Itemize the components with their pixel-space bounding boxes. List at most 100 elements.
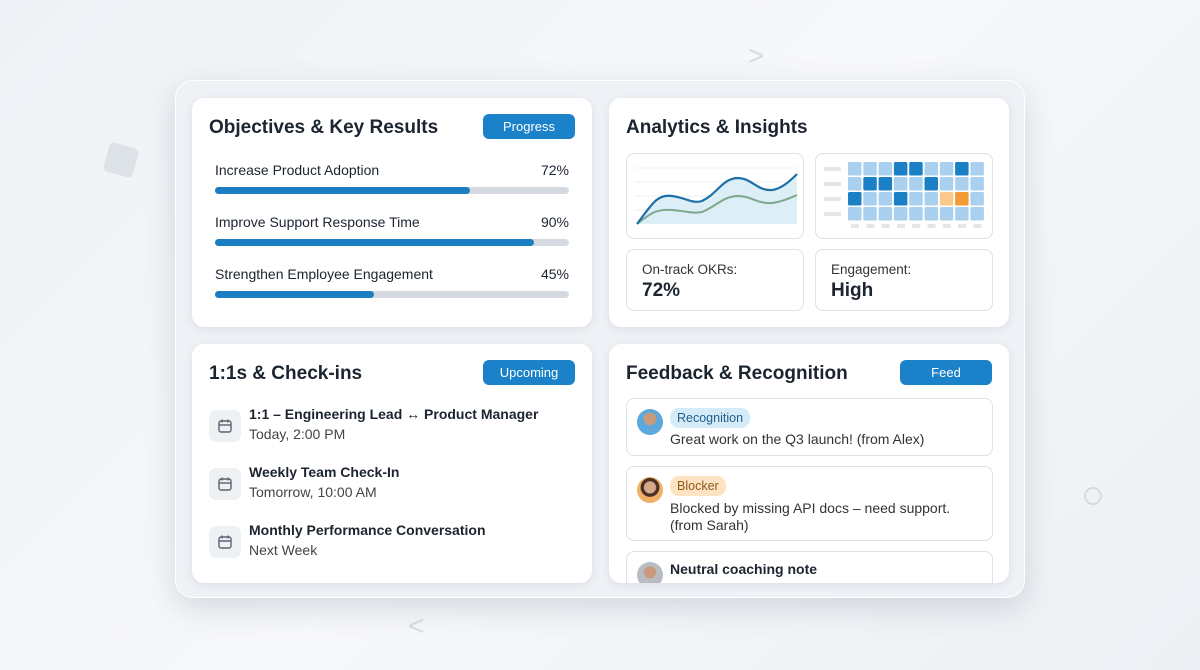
heatmap-row-label [824,197,841,201]
feedback-item[interactable]: Blocker Blocked by missing API docs – ne… [626,466,993,541]
checkin-time: Tomorrow, 10:00 AM [249,484,377,500]
heatmap-cell [863,192,877,206]
okr-label: Increase Product Adoption [215,162,380,178]
heatmap-cell [955,192,969,206]
okr-progress-fill [215,239,534,246]
stat-on-track: On-track OKRs: 72% [626,249,804,311]
progress-button[interactable]: Progress [483,114,575,139]
checkins-panel: 1:1s & Check-ins Upcoming 1:1 – Engineer… [192,344,592,583]
heatmap-col-label [866,224,875,228]
okr-item: Improve Support Response Time 90% [215,214,569,246]
avatar [637,562,663,583]
heatmap-cell [878,192,893,206]
feedback-panel: Feedback & Recognition Feed Recognition … [609,344,1009,583]
heatmap-cell [893,162,908,176]
dashboard-window: Objectives & Key Results Progress Increa… [175,80,1025,598]
heatmap-cell [970,207,984,221]
heatmap-cell [909,162,923,176]
feedback-item[interactable]: Neutral coaching note [626,551,993,583]
decor-square-icon [102,141,140,179]
okr-progress-bar [215,187,569,194]
heatmap-cell [970,177,984,191]
heatmap-cell [924,162,938,176]
checkin-item[interactable]: Monthly Performance Conversation Next We… [209,522,569,566]
heatmap-col-label [927,224,936,228]
heatmap [815,153,993,239]
heatmap-col-label [851,224,859,228]
feed-button[interactable]: Feed [900,360,992,385]
okr-label: Improve Support Response Time [215,214,420,230]
panel-title: Objectives & Key Results [209,117,439,138]
calendar-icon [209,526,241,558]
checkin-title: 1:1 – Engineering Lead ↔ Product Manager [249,406,539,422]
checkin-title: Monthly Performance Conversation [249,522,486,538]
trend-line-secondary [636,194,798,225]
upcoming-button[interactable]: Upcoming [483,360,575,385]
checkin-item[interactable]: 1:1 – Engineering Lead ↔ Product Manager… [209,406,569,450]
heatmap-cell [863,177,877,191]
avatar [637,477,663,503]
calendar-icon [209,410,241,442]
feedback-text-author: (from Sarah) [670,517,749,533]
okr-progress-bar [215,239,569,246]
heatmap-cell [893,177,908,191]
trend-line-primary [636,173,798,225]
heatmap-cell [848,177,862,191]
heatmap-cell [848,207,862,221]
okr-panel: Objectives & Key Results Progress Increa… [192,98,592,327]
heatmap-cell [893,207,908,221]
okr-label: Strengthen Employee Engagement [215,266,433,282]
heatmap-row-label [824,167,841,171]
checkin-title: Weekly Team Check-In [249,464,400,480]
heatmap-cell [939,207,954,221]
heatmap-cell [893,192,908,206]
stat-value: High [831,280,874,301]
heatmap-cell [955,177,969,191]
okr-progress-bar [215,291,569,298]
feedback-text: Blocked by missing API docs – need suppo… [670,500,951,516]
heatmap-col-label [973,224,982,228]
heatmap-cell [878,162,893,176]
heatmap-cell [955,162,969,176]
okr-progress-fill [215,187,470,194]
heatmap-cell [924,177,938,191]
heatmap-cell [939,177,954,191]
okr-progress-fill [215,291,375,298]
okr-percent: 45% [540,266,569,282]
stat-engagement: Engagement: High [815,249,993,311]
heatmap-col-label [942,224,951,228]
heatmap-col-label [912,224,921,228]
checkin-item[interactable]: Weekly Team Check-In Tomorrow, 10:00 AM [209,464,569,508]
stat-value: 72% [642,280,681,301]
heatmap-row-label [824,212,841,216]
okr-item: Strengthen Employee Engagement 45% [215,266,569,298]
decor-chevron-icon: < [408,610,425,641]
okr-percent: 72% [540,162,569,178]
stat-label: On-track OKRs: [642,262,738,277]
heatmap-cell [939,162,954,176]
heatmap-cell [878,177,893,191]
heatmap-cell [939,192,954,206]
feedback-item[interactable]: Recognition Great work on the Q3 launch!… [626,398,993,456]
heatmap-cell [924,207,938,221]
heatmap-col-label [958,224,967,228]
blocker-tag: Blocker [670,476,726,496]
heatmap-cell [848,162,862,176]
panel-title: Analytics & Insights [626,117,808,138]
panel-title: Feedback & Recognition [626,363,848,384]
heatmap-cell [924,192,938,206]
heatmap-cell [878,207,893,221]
okr-item: Increase Product Adoption 72% [215,162,569,194]
heatmap-cell [909,207,923,221]
stat-label: Engagement: [831,262,912,277]
recognition-tag: Recognition [670,408,751,428]
feedback-title: Neutral coaching note [670,561,818,577]
heatmap-col-label [881,224,890,228]
decor-chevron-icon: > [748,40,765,71]
heatmap-cell [863,162,877,176]
heatmap-cell [970,192,984,206]
heatmap-cell [955,207,969,221]
heatmap-cell [863,207,877,221]
okr-percent: 90% [540,214,569,230]
checkin-time: Today, 2:00 PM [249,426,346,442]
